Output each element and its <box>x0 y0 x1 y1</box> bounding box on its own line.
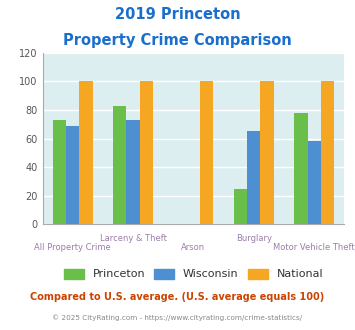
Text: Larceny & Theft: Larceny & Theft <box>100 234 166 243</box>
Bar <box>294 113 307 224</box>
Bar <box>80 82 93 224</box>
Text: Property Crime Comparison: Property Crime Comparison <box>63 33 292 48</box>
Text: Burglary: Burglary <box>236 234 272 243</box>
Text: © 2025 CityRating.com - https://www.cityrating.com/crime-statistics/: © 2025 CityRating.com - https://www.city… <box>53 314 302 321</box>
Bar <box>247 131 261 224</box>
Bar <box>53 120 66 224</box>
Text: 2019 Princeton: 2019 Princeton <box>115 7 240 21</box>
Bar <box>321 82 334 224</box>
Bar <box>140 82 153 224</box>
Bar <box>66 126 80 224</box>
Bar <box>200 82 213 224</box>
Bar <box>234 189 247 224</box>
Bar <box>126 120 140 224</box>
Text: Compared to U.S. average. (U.S. average equals 100): Compared to U.S. average. (U.S. average … <box>31 292 324 302</box>
Text: Motor Vehicle Theft: Motor Vehicle Theft <box>273 243 355 252</box>
Text: Arson: Arson <box>181 243 206 252</box>
Text: All Property Crime: All Property Crime <box>34 243 111 252</box>
Bar <box>113 106 126 224</box>
Bar <box>261 82 274 224</box>
Bar <box>307 142 321 224</box>
Legend: Princeton, Wisconsin, National: Princeton, Wisconsin, National <box>59 264 328 284</box>
